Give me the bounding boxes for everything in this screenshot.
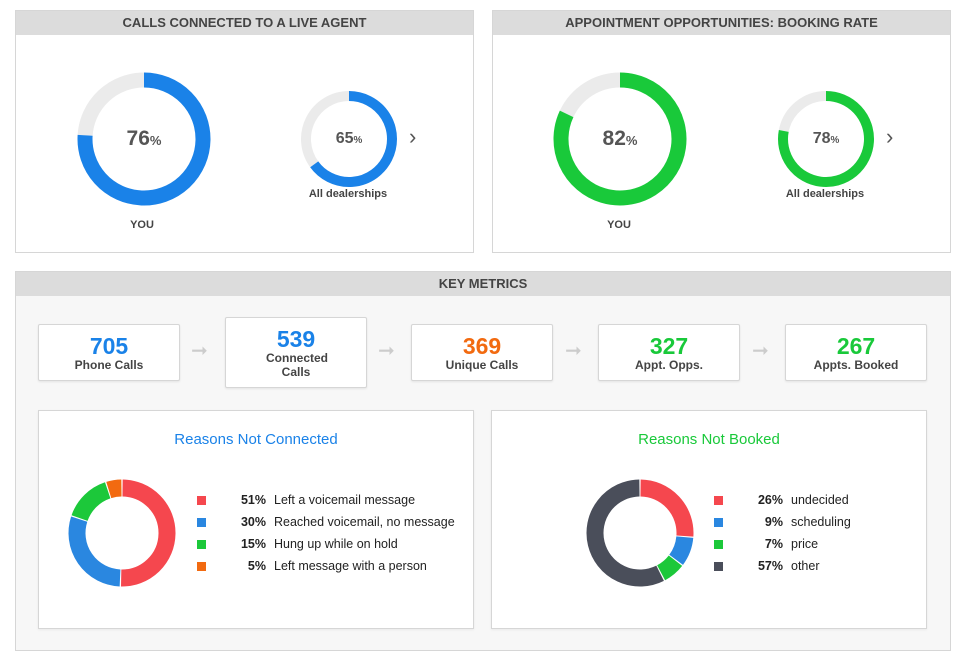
metric-label: Appt. Opps. [635,358,703,372]
legend-label: other [791,559,820,573]
all-dealerships-gauge: 65% [300,90,398,188]
you-gauge: 76% [77,72,211,206]
gauge-value: 78% [812,130,840,147]
arrow-right-icon: ➞ [378,340,395,362]
reasons-not-connected-donut [68,479,176,587]
legend-item: 57% other [714,555,851,577]
you-gauge: 82% [553,72,687,206]
gauge-ring [301,91,397,187]
you-label: YOU [607,219,631,231]
gauge-fill [310,91,397,187]
metric-appts-booked[interactable]: 267 Appts. Booked [785,324,927,381]
gauge-ring [778,91,874,187]
legend-swatch [714,495,723,505]
legend-item: 9% scheduling [714,511,851,533]
legend-item: 5% Left message with a person [197,555,455,577]
legend-label: Reached voicemail, no message [274,515,455,529]
legend: 51% Left a voicemail message 30% Reached v… [197,489,455,577]
gauge-fill [77,72,211,206]
arrow-right-icon: ➞ [191,340,208,362]
all-dealerships-label: All dealerships [785,188,865,200]
legend-percent: 57% [757,559,783,573]
gauge-track [301,91,350,168]
legend-item: 15% Hung up while on hold [197,533,455,555]
legend-percent: 30% [240,515,266,529]
legend-percent: 5% [247,559,266,573]
gauge-track [559,72,621,118]
you-label: YOU [130,219,154,231]
legend-item: 7% price [714,533,851,555]
legend-label: Left message with a person [274,559,427,573]
metric-phone-calls[interactable]: 705 Phone Calls [38,324,180,381]
chevron-right-icon[interactable]: › [886,124,894,149]
gauge-track [778,91,827,133]
legend-swatch [714,561,723,571]
donut-slice [656,555,683,581]
legend-percent: 7% [764,537,783,551]
booking-rate-panel: Appointment Opportunities: Booking Rate … [492,10,951,253]
reasons-not-connected-panel: Reasons Not Connected 51% Left a voicemai… [38,410,474,629]
gauge-fill [553,72,687,206]
metric-label: Unique Calls [445,358,519,372]
arrow-right-icon: ➞ [565,340,582,362]
legend-percent: 15% [240,537,266,551]
legend-percent: 26% [757,493,783,507]
metric-value: 539 [276,326,316,352]
legend-label: price [791,537,819,551]
gauge-value: 76% [126,127,162,150]
arrow-right-icon: ➞ [752,340,769,362]
metric-connected-calls[interactable]: 539 Connected Calls [225,317,367,388]
metric-unique-calls[interactable]: 369 Unique Calls [411,324,553,381]
donut-slice [71,482,111,522]
donut-slice [68,516,121,587]
legend-item: 30% Reached voicemail, no message [197,511,455,533]
legend-swatch [197,561,206,571]
chart-title: Reasons Not Connected [174,431,338,448]
reasons-not-booked-donut [586,479,694,587]
metric-value: 705 [89,333,129,359]
metric-appt-opps[interactable]: 327 Appt. Opps. [598,324,740,381]
metric-value: 267 [836,333,876,359]
gauge-ring [553,72,687,206]
all-dealerships-label: All dealerships [308,188,388,200]
panel-title: Appointment Opportunities: Booking Rate [493,11,950,35]
panel-title: Key Metrics [16,272,950,296]
gauge-ring [77,72,211,206]
donut-slice [586,479,664,587]
legend-label: scheduling [791,515,851,529]
chart-title: Reasons Not Booked [638,431,780,448]
donut-slice [669,535,694,565]
gauge-value: 82% [602,127,638,150]
chevron-right-icon[interactable]: › [409,124,417,149]
legend-swatch [197,517,206,527]
donut-slice [106,479,122,499]
legend-label: Hung up while on hold [274,537,398,551]
gauge-fill [778,91,874,187]
metric-value: 369 [462,333,502,359]
legend-percent: 51% [240,493,266,507]
legend-item: 26% undecided [714,489,851,511]
legend: 26% undecided 9% scheduling 7% price 57% oth… [714,489,851,577]
metric-label: Appts. Booked [813,358,899,372]
gauge-track [77,72,145,137]
donut-slice [640,479,694,537]
legend-label: undecided [791,493,849,507]
panel-title: Calls Connected to a Live Agent [16,11,473,35]
legend-item: 51% Left a voicemail message [197,489,455,511]
donut-slice [120,479,176,587]
gauge-value: 65% [335,130,363,147]
legend-label: Left a voicemail message [274,493,416,507]
legend-swatch [714,517,723,527]
legend-percent: 9% [764,515,783,529]
reasons-not-booked-panel: Reasons Not Booked 26% undecided 9% schedu… [491,410,927,629]
live-agent-panel: Calls Connected to a Live Agent 76% YOU … [15,10,474,253]
metric-value: 327 [649,333,689,359]
legend-swatch [197,495,206,505]
metric-label: Phone Calls [74,358,144,372]
legend-swatch [197,539,206,549]
legend-swatch [714,539,723,549]
metric-label: Connected Calls [266,351,329,379]
all-dealerships-gauge: 78% [777,90,875,188]
